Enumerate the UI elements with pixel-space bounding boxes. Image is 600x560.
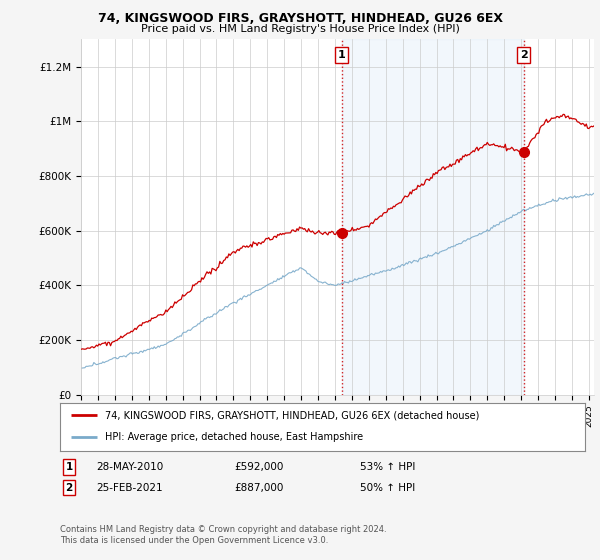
Text: 74, KINGSWOOD FIRS, GRAYSHOTT, HINDHEAD, GU26 6EX: 74, KINGSWOOD FIRS, GRAYSHOTT, HINDHEAD,… <box>97 12 503 25</box>
Text: 28-MAY-2010: 28-MAY-2010 <box>96 462 163 472</box>
Text: 50% ↑ HPI: 50% ↑ HPI <box>360 483 415 493</box>
Text: HPI: Average price, detached house, East Hampshire: HPI: Average price, detached house, East… <box>104 432 363 442</box>
Text: 25-FEB-2021: 25-FEB-2021 <box>96 483 163 493</box>
Text: 2: 2 <box>520 50 527 60</box>
Text: 1: 1 <box>338 50 346 60</box>
Text: Price paid vs. HM Land Registry's House Price Index (HPI): Price paid vs. HM Land Registry's House … <box>140 24 460 34</box>
Text: Contains HM Land Registry data © Crown copyright and database right 2024.
This d: Contains HM Land Registry data © Crown c… <box>60 525 386 545</box>
Text: 74, KINGSWOOD FIRS, GRAYSHOTT, HINDHEAD, GU26 6EX (detached house): 74, KINGSWOOD FIRS, GRAYSHOTT, HINDHEAD,… <box>104 410 479 420</box>
Text: £887,000: £887,000 <box>234 483 283 493</box>
Text: 2: 2 <box>65 483 73 493</box>
Text: 53% ↑ HPI: 53% ↑ HPI <box>360 462 415 472</box>
Text: 1: 1 <box>65 462 73 472</box>
Bar <box>342 39 524 395</box>
Text: £592,000: £592,000 <box>234 462 283 472</box>
